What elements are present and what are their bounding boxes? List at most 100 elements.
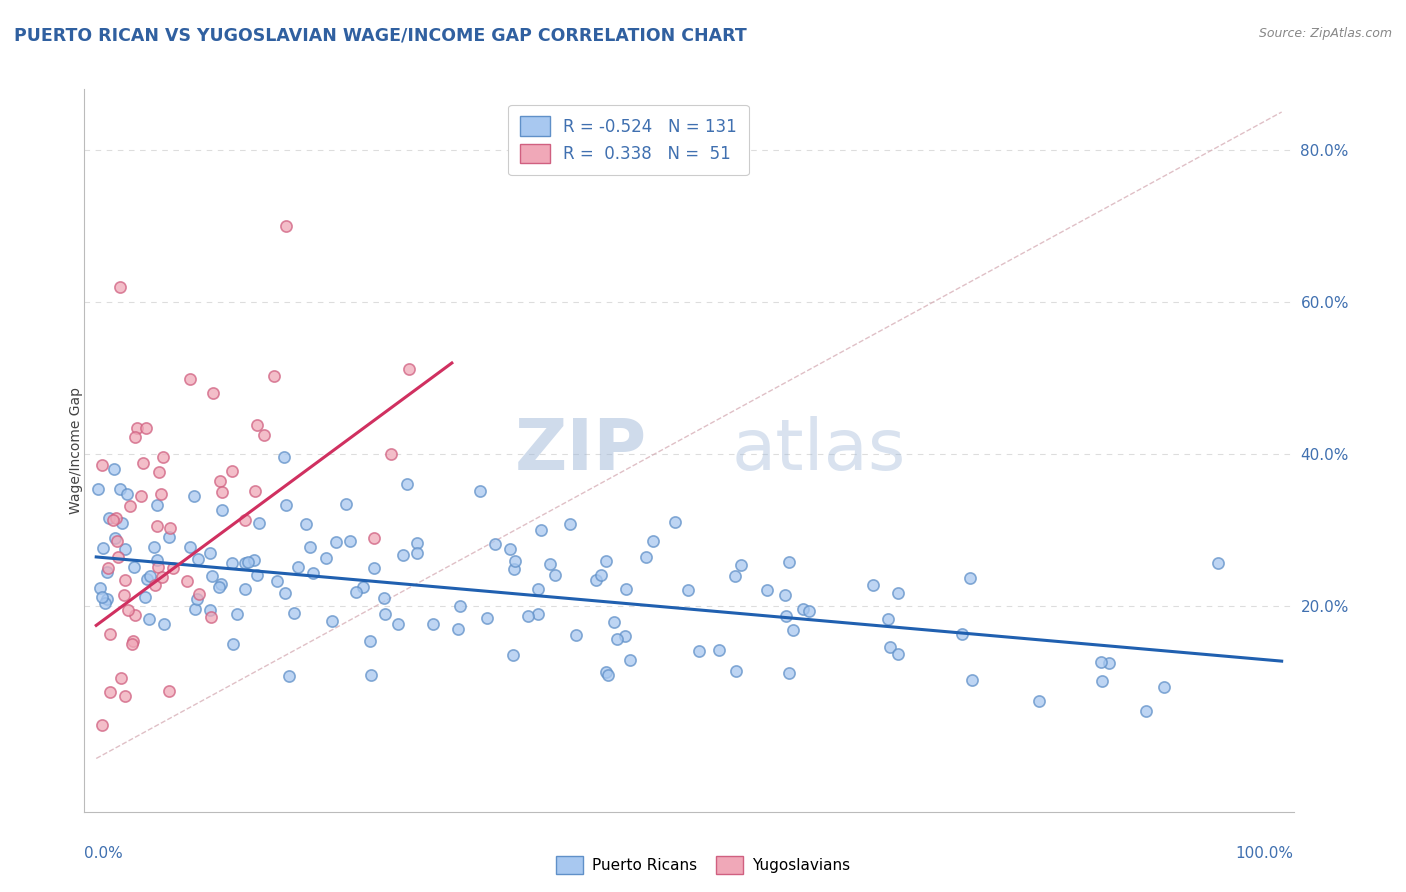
Point bbox=[797, 604, 820, 618]
Point bbox=[959, 571, 981, 585]
Point bbox=[146, 519, 169, 533]
Point bbox=[150, 487, 173, 501]
Point bbox=[131, 489, 153, 503]
Point bbox=[887, 586, 910, 600]
Point bbox=[613, 629, 636, 643]
Point bbox=[950, 627, 973, 641]
Point bbox=[143, 578, 166, 592]
Point bbox=[200, 603, 222, 617]
Point bbox=[398, 361, 420, 376]
Point bbox=[526, 582, 548, 597]
Point bbox=[122, 634, 145, 648]
Point bbox=[530, 523, 553, 537]
Point bbox=[120, 499, 142, 513]
Point bbox=[544, 568, 567, 582]
Point bbox=[201, 386, 224, 401]
Point bbox=[207, 580, 229, 594]
Point bbox=[124, 608, 146, 623]
Point bbox=[90, 458, 112, 473]
Point bbox=[108, 280, 131, 294]
Point bbox=[249, 516, 271, 530]
Point bbox=[344, 585, 367, 599]
Point bbox=[538, 557, 561, 571]
Point bbox=[560, 517, 582, 532]
Text: PUERTO RICAN VS YUGOSLAVIAN WAGE/INCOME GAP CORRELATION CHART: PUERTO RICAN VS YUGOSLAVIAN WAGE/INCOME … bbox=[14, 27, 747, 45]
Point bbox=[315, 550, 337, 565]
Point bbox=[792, 602, 814, 616]
Point bbox=[287, 559, 309, 574]
Point bbox=[1091, 673, 1114, 688]
Point bbox=[619, 653, 641, 667]
Point bbox=[773, 588, 796, 602]
Point bbox=[186, 592, 208, 607]
Point bbox=[298, 540, 321, 554]
Point bbox=[879, 640, 901, 654]
Y-axis label: Wage/Income Gap: Wage/Income Gap bbox=[69, 387, 83, 514]
Point bbox=[114, 690, 136, 704]
Point bbox=[503, 553, 526, 567]
Point bbox=[589, 568, 612, 582]
Point bbox=[353, 580, 375, 594]
Point bbox=[235, 582, 257, 596]
Point bbox=[152, 616, 174, 631]
Point bbox=[183, 489, 205, 503]
Point bbox=[294, 517, 316, 532]
Point bbox=[96, 566, 118, 580]
Point bbox=[148, 465, 170, 479]
Point bbox=[606, 632, 628, 646]
Point bbox=[301, 566, 323, 581]
Point bbox=[278, 669, 301, 683]
Point bbox=[246, 418, 269, 433]
Point bbox=[211, 484, 233, 499]
Point bbox=[91, 717, 114, 731]
Point bbox=[585, 574, 607, 588]
Point bbox=[360, 667, 382, 681]
Point bbox=[221, 556, 243, 570]
Point bbox=[887, 647, 910, 661]
Point bbox=[321, 614, 343, 628]
Point bbox=[150, 570, 173, 584]
Point bbox=[641, 534, 664, 549]
Point bbox=[125, 421, 148, 435]
Point bbox=[1028, 694, 1050, 708]
Point bbox=[184, 602, 207, 616]
Point bbox=[107, 549, 129, 564]
Point bbox=[98, 685, 121, 699]
Point bbox=[1135, 704, 1157, 718]
Point bbox=[676, 582, 699, 597]
Point bbox=[110, 672, 132, 686]
Text: 0.0%: 0.0% bbox=[84, 846, 124, 861]
Point bbox=[387, 617, 409, 632]
Point bbox=[468, 484, 491, 499]
Point bbox=[778, 665, 800, 680]
Point bbox=[132, 457, 155, 471]
Point bbox=[688, 644, 710, 658]
Point bbox=[179, 540, 201, 554]
Point bbox=[93, 596, 115, 610]
Point bbox=[114, 542, 136, 557]
Point bbox=[1153, 680, 1175, 694]
Point bbox=[564, 628, 586, 642]
Point bbox=[136, 572, 159, 586]
Point bbox=[242, 553, 264, 567]
Point bbox=[105, 511, 128, 525]
Point bbox=[526, 607, 548, 622]
Point bbox=[782, 624, 804, 638]
Point bbox=[233, 556, 256, 570]
Text: atlas: atlas bbox=[731, 416, 905, 485]
Point bbox=[188, 587, 211, 601]
Point bbox=[755, 582, 778, 597]
Point bbox=[100, 627, 122, 641]
Point bbox=[209, 475, 232, 489]
Point bbox=[595, 665, 617, 680]
Point bbox=[484, 537, 506, 551]
Point bbox=[960, 673, 983, 688]
Point bbox=[775, 609, 797, 624]
Point bbox=[209, 577, 232, 591]
Point bbox=[595, 554, 617, 568]
Point bbox=[198, 546, 221, 560]
Point bbox=[730, 558, 752, 572]
Point bbox=[91, 541, 114, 555]
Point bbox=[89, 581, 111, 595]
Point bbox=[707, 643, 730, 657]
